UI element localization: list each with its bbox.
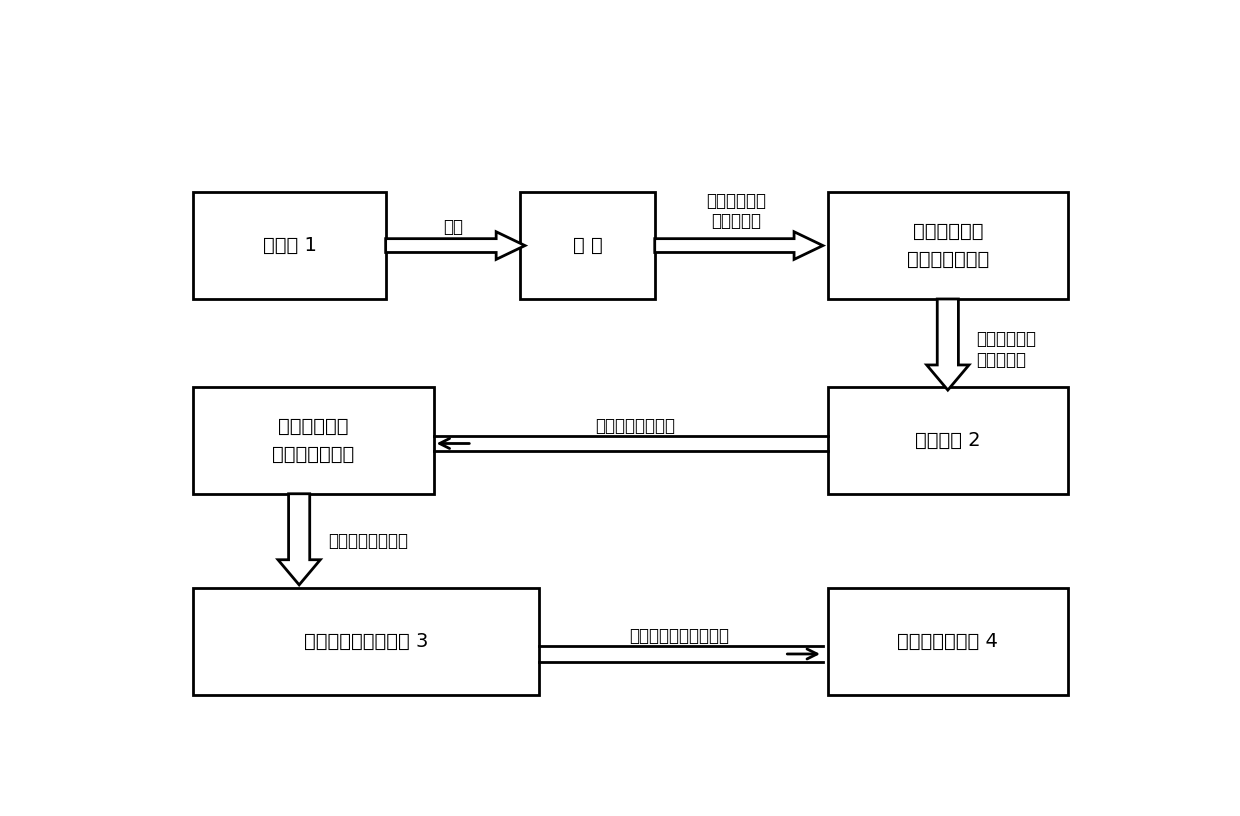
Text: 分光系统 2: 分光系统 2 [915, 431, 981, 450]
Text: 光谱强度分布图像: 光谱强度分布图像 [595, 417, 676, 435]
Bar [521, 192, 655, 299]
Text: 样 品: 样 品 [573, 236, 603, 255]
Bar [193, 387, 434, 494]
Bar [828, 192, 1068, 299]
Text: （聚焦、成像）: （聚焦、成像） [273, 445, 355, 464]
Polygon shape [655, 232, 823, 259]
Polygon shape [386, 232, 525, 259]
Text: 特征拉曼光谱
（复合光）: 特征拉曼光谱 （复合光） [707, 192, 766, 230]
Text: 光子计数成像探测器 3: 光子计数成像探测器 3 [304, 632, 429, 651]
Text: （准直、限光）: （准直、限光） [906, 251, 990, 269]
Text: 数字光谱强度分布图像: 数字光谱强度分布图像 [629, 628, 729, 645]
Text: 特征拉曼光谱
（复合光）: 特征拉曼光谱 （复合光） [977, 330, 1037, 369]
Bar [828, 387, 1068, 494]
Text: 信息处理及显示 4: 信息处理及显示 4 [898, 632, 998, 651]
Text: 激光: 激光 [443, 218, 463, 236]
Text: 出射光学装置: 出射光学装置 [278, 417, 348, 436]
Text: 光谱强度分布图像: 光谱强度分布图像 [327, 532, 408, 550]
Text: 入射光学装置: 入射光学装置 [913, 222, 983, 241]
Text: 激光器 1: 激光器 1 [263, 236, 316, 255]
Polygon shape [926, 299, 968, 390]
Bar [193, 192, 386, 299]
Polygon shape [278, 494, 320, 585]
Bar [193, 588, 539, 695]
Bar [828, 588, 1068, 695]
